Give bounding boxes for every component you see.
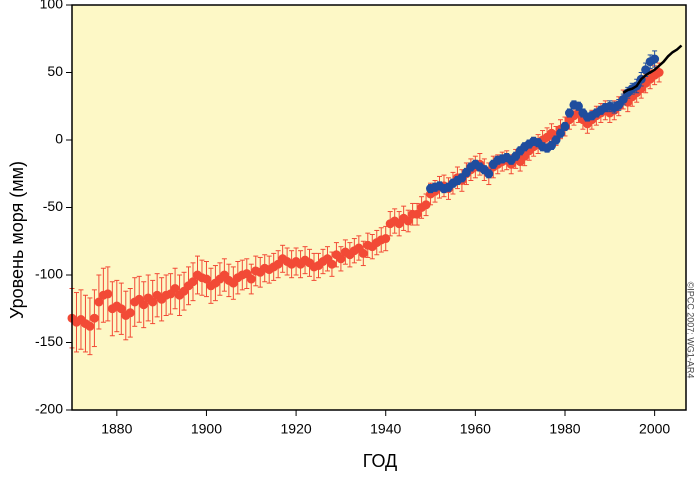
point	[560, 122, 570, 131]
point	[125, 308, 135, 318]
y-tick-label: 0	[55, 131, 63, 147]
plot-frame	[71, 4, 687, 411]
point	[556, 128, 566, 138]
point	[551, 135, 561, 145]
point	[89, 313, 99, 323]
x-tick-label: 1920	[281, 421, 312, 437]
y-tick-label: -200	[35, 401, 63, 417]
point	[170, 284, 180, 293]
point	[85, 321, 95, 331]
line	[622, 44, 683, 94]
point	[336, 254, 346, 264]
point	[327, 259, 337, 269]
point	[94, 297, 104, 307]
x-tick-label: 1980	[549, 421, 580, 437]
point	[618, 95, 628, 104]
point	[358, 248, 368, 258]
x-axis-label: ГОД	[363, 451, 398, 471]
point	[484, 169, 494, 179]
y-tick-label: -150	[35, 333, 63, 349]
point	[188, 277, 198, 287]
point	[421, 200, 431, 210]
x-tick-label: 1960	[460, 421, 491, 437]
point	[650, 54, 660, 64]
point	[103, 289, 113, 299]
point	[246, 274, 256, 284]
y-tick-label: -50	[43, 198, 63, 214]
point	[139, 300, 149, 310]
x-tick-label: 1940	[370, 421, 401, 437]
point	[201, 274, 211, 284]
x-tick-label: 2000	[639, 421, 670, 437]
point	[641, 65, 651, 75]
y-tick-label: 100	[40, 0, 64, 12]
point	[573, 101, 583, 111]
x-tick-label: 1880	[101, 421, 132, 437]
y-tick-label: 50	[47, 63, 63, 79]
point	[148, 297, 158, 307]
point	[654, 68, 664, 77]
x-tick-label: 1900	[191, 421, 222, 437]
point	[116, 304, 126, 314]
point	[564, 108, 574, 118]
y-tick-label: -100	[35, 266, 63, 282]
point	[403, 216, 413, 226]
plot-area	[72, 5, 686, 410]
y-axis-label: Уровень моря (мм)	[7, 161, 27, 319]
point	[412, 209, 422, 219]
credit: ©IPCC 2007: WG1-AR4	[686, 282, 696, 379]
point	[381, 234, 391, 244]
